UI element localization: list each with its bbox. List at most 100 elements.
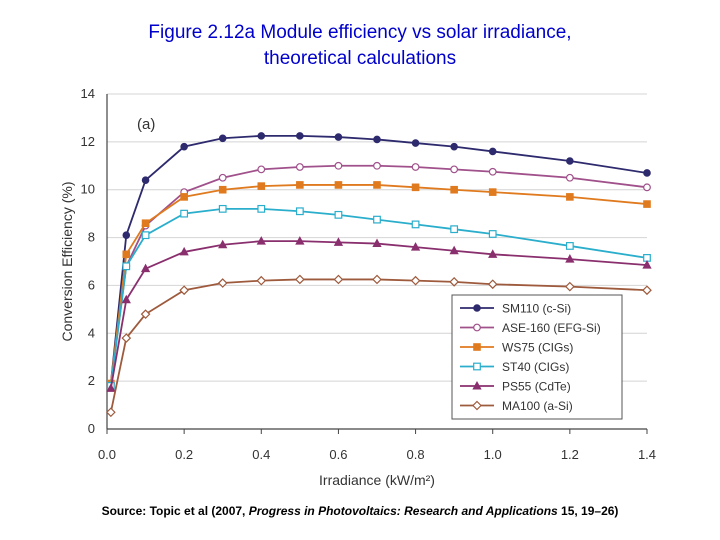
data-point-ws75-cigs — [411, 183, 420, 192]
data-point-ma100-a-si — [217, 278, 228, 288]
x-tick-label: 1.4 — [638, 447, 656, 462]
data-point-sm110-c-si — [180, 142, 188, 151]
y-axis-label: Conversion Efficiency (%) — [59, 181, 75, 341]
data-point-ps55-cdte — [449, 245, 459, 255]
x-tick-label: 0.4 — [252, 447, 270, 462]
legend-marker-ase-160-efg-si — [473, 323, 481, 332]
series-line-ws75-cigs — [109, 184, 648, 384]
x-tick-label: 0.2 — [175, 447, 193, 462]
source-journal: Progress in Photovoltaics: Research and … — [248, 504, 558, 518]
data-point-sm110-c-si — [334, 133, 343, 141]
data-point-st40-cigs — [141, 231, 150, 240]
legend-label-sm110-c-si: SM110 (c-Si) — [502, 302, 571, 316]
data-point-ws75-cigs — [334, 181, 343, 189]
data-point-ws75-cigs — [450, 185, 458, 194]
legend-label-ws75-cigs: WS75 (CIGs) — [502, 341, 573, 355]
series-st40-cigs — [106, 204, 651, 390]
chart-title-line-2: theoretical calculations — [263, 48, 457, 69]
source-citation: Source: Topic et al (2007, Progress in P… — [0, 504, 720, 518]
data-point-sm110-c-si — [373, 135, 381, 144]
data-point-st40-cigs — [295, 207, 304, 216]
legend-label-st40-cigs: ST40 (CIGs) — [502, 360, 569, 374]
data-point-ps55-cdte — [295, 236, 305, 245]
series-line-st40-cigs — [109, 207, 648, 387]
data-point-ase-160-efg-si — [218, 173, 227, 182]
data-point-ps55-cdte — [256, 236, 266, 245]
data-point-ws75-cigs — [488, 188, 497, 196]
data-point-st40-cigs — [411, 220, 420, 229]
data-point-ma100-a-si — [565, 281, 575, 292]
series-ps55-cdte — [106, 236, 652, 392]
data-point-ps55-cdte — [106, 383, 116, 392]
data-point-sm110-c-si — [643, 169, 651, 177]
data-point-ase-160-efg-si — [488, 167, 497, 176]
y-tick-label: 4 — [88, 325, 95, 340]
legend-marker-st40-cigs — [473, 362, 481, 371]
data-point-st40-cigs — [257, 204, 266, 213]
data-point-ws75-cigs — [296, 181, 304, 189]
data-point-sm110-c-si — [566, 157, 574, 165]
series-layer — [106, 132, 652, 418]
y-tick-label: 6 — [88, 277, 95, 292]
data-point-ase-160-efg-si — [295, 163, 304, 171]
source-suffix: 15, 19–26) — [557, 504, 619, 518]
panel-label: (a) — [137, 116, 155, 133]
legend-marker-ps55-cdte — [472, 380, 482, 390]
y-tick-label: 0 — [88, 421, 95, 436]
series-ma100-a-si — [106, 274, 652, 418]
data-point-ase-160-efg-si — [334, 161, 343, 170]
data-point-st40-cigs — [122, 262, 131, 271]
data-point-ws75-cigs — [566, 193, 574, 201]
legend: SM110 (c-Si) ASE-160 (EFG-Si) WS75 (CIGs) S… — [451, 294, 623, 420]
x-tick-label: 0.0 — [98, 447, 116, 462]
data-point-st40-cigs — [488, 230, 497, 238]
x-tick-label: 0.6 — [329, 447, 347, 462]
data-point-ws75-cigs — [141, 219, 150, 228]
data-point-ws75-cigs — [257, 182, 266, 190]
legend-marker-sm110-c-si — [473, 304, 481, 312]
data-point-ps55-cdte — [121, 294, 131, 304]
data-point-ma100-a-si — [140, 309, 151, 319]
x-axis-label: Irradiance (kW/m²) — [319, 472, 435, 488]
source-prefix: Source: Topic et al (2007, — [101, 504, 249, 518]
data-point-sm110-c-si — [218, 134, 227, 143]
data-point-ps55-cdte — [372, 238, 382, 248]
data-point-st40-cigs — [450, 225, 459, 234]
data-point-ase-160-efg-si — [450, 165, 459, 174]
series-line-sm110-c-si — [109, 134, 648, 384]
series-line-ps55-cdte — [109, 240, 648, 389]
data-point-sm110-c-si — [488, 147, 497, 156]
data-point-ase-160-efg-si — [411, 163, 420, 171]
data-point-sm110-c-si — [122, 231, 131, 239]
series-line-ase-160-efg-si — [109, 164, 648, 384]
data-point-ps55-cdte — [140, 263, 151, 273]
data-point-sm110-c-si — [296, 132, 304, 140]
data-point-ma100-a-si — [449, 276, 459, 287]
chart-title: Figure 2.12a Module efficiency vs solar … — [0, 20, 720, 72]
legend-label-ps55-cdte: PS55 (CdTe) — [502, 380, 571, 394]
data-point-ma100-a-si — [642, 285, 652, 296]
legend-label-ase-160-efg-si: ASE-160 (EFG-Si) — [502, 321, 601, 335]
y-tick-label: 12 — [81, 134, 95, 149]
data-point-ps55-cdte — [410, 242, 421, 251]
data-point-sm110-c-si — [450, 142, 458, 151]
chart-title-line-1: Figure 2.12a Module efficiency vs solar … — [148, 22, 572, 43]
data-point-ws75-cigs — [373, 181, 381, 189]
data-point-ma100-a-si — [179, 285, 189, 296]
data-point-ws75-cigs — [180, 193, 188, 201]
data-point-ma100-a-si — [256, 275, 267, 286]
data-point-ws75-cigs — [643, 200, 651, 208]
data-point-ps55-cdte — [218, 239, 228, 249]
y-tick-label: 14 — [81, 86, 95, 101]
data-point-st40-cigs — [565, 242, 574, 250]
y-tick-label: 10 — [81, 182, 95, 197]
legend-label-ma100-a-si: MA100 (a-Si) — [502, 399, 573, 413]
axes: 0 2 4 6 8 10 12 14 0.0 0.2 0.4 0.6 0.8 1.0 1.2 1.4 Irrad… — [59, 86, 656, 488]
data-point-st40-cigs — [373, 215, 381, 224]
data-point-ma100-a-si — [372, 274, 382, 285]
data-point-st40-cigs — [180, 209, 189, 218]
data-point-ps55-cdte — [642, 260, 652, 269]
data-point-ma100-a-si — [487, 279, 498, 290]
data-point-ps55-cdte — [488, 249, 498, 258]
data-point-ps55-cdte — [333, 237, 344, 246]
